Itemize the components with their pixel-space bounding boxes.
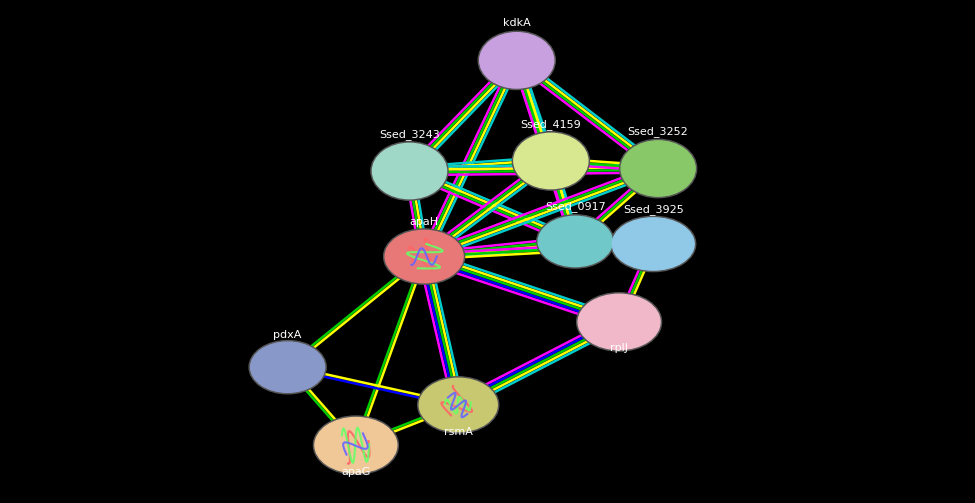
Ellipse shape (512, 132, 590, 190)
Ellipse shape (480, 33, 554, 88)
Ellipse shape (251, 342, 325, 392)
Text: rplJ: rplJ (610, 343, 628, 353)
Text: Ssed_3252: Ssed_3252 (628, 126, 688, 137)
Ellipse shape (478, 31, 556, 90)
Ellipse shape (621, 141, 695, 196)
Text: Ssed_0917: Ssed_0917 (545, 201, 605, 212)
Ellipse shape (619, 139, 697, 198)
Text: kdkA: kdkA (503, 18, 530, 28)
Ellipse shape (576, 293, 662, 351)
Ellipse shape (370, 142, 448, 200)
Ellipse shape (610, 216, 696, 272)
Text: Ssed_3925: Ssed_3925 (623, 204, 683, 215)
Text: pdxA: pdxA (273, 329, 302, 340)
Text: rsmA: rsmA (444, 427, 473, 437)
Ellipse shape (249, 341, 327, 394)
Ellipse shape (385, 230, 463, 283)
Ellipse shape (536, 215, 614, 268)
Ellipse shape (315, 417, 397, 473)
Ellipse shape (514, 133, 588, 189)
Ellipse shape (538, 216, 612, 267)
Text: apaH: apaH (410, 217, 439, 227)
Ellipse shape (313, 416, 399, 474)
Text: Ssed_3243: Ssed_3243 (379, 129, 440, 140)
Text: Ssed_4159: Ssed_4159 (521, 119, 581, 130)
Text: apaG: apaG (341, 467, 370, 477)
Ellipse shape (419, 378, 497, 432)
Ellipse shape (612, 218, 694, 270)
Ellipse shape (578, 294, 660, 350)
Ellipse shape (383, 229, 465, 284)
Ellipse shape (372, 143, 447, 199)
Ellipse shape (417, 377, 499, 433)
